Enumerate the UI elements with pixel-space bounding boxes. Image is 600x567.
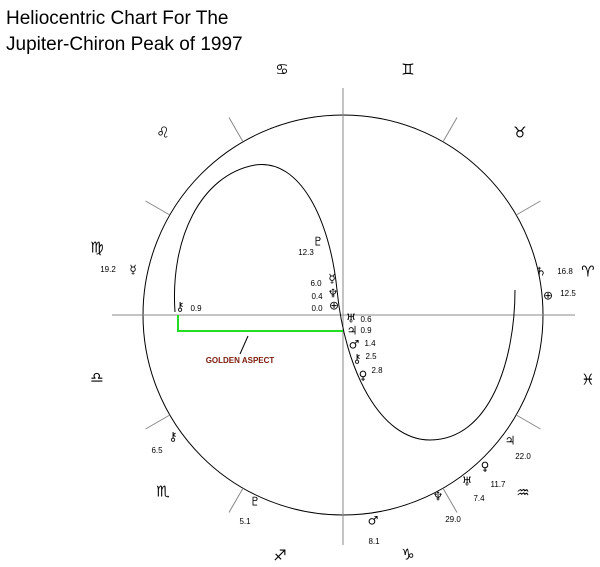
planet-glyph: ⚷: [353, 352, 362, 366]
planet-degree: 0.6: [360, 315, 372, 324]
planet-glyph: ♀: [481, 460, 490, 474]
sign: ♏: [156, 483, 170, 501]
sign: ♑: [401, 546, 414, 564]
planet-degree: 0.9: [190, 304, 202, 313]
planet-glyph: ♇: [250, 495, 261, 509]
spoke: [145, 200, 171, 216]
planet-degree: 5.1: [239, 517, 251, 526]
planet-degree: 12.3: [298, 248, 314, 257]
sign: ♋: [275, 61, 288, 79]
title: Heliocentric Chart For The: [6, 8, 228, 29]
planet-glyph: ♃: [505, 434, 516, 448]
spoke: [442, 117, 458, 143]
planet-glyph: ♂: [368, 514, 379, 528]
planet-glyph: ⚷: [169, 430, 178, 444]
planet-degree: 0.0: [311, 304, 323, 313]
planet-glyph: ⊕: [329, 299, 339, 313]
spoke: [145, 414, 171, 430]
sign: ♓: [581, 371, 594, 389]
planet-degree: 16.8: [557, 267, 573, 276]
planet-degree: 1.4: [364, 339, 376, 348]
aspect-line: [177, 315, 343, 332]
curve: [173, 164, 516, 441]
planet-degree: 11.7: [491, 480, 507, 489]
planet-glyph: ♅: [462, 475, 473, 489]
spoke: [228, 487, 244, 513]
planet-glyph: ♃: [347, 324, 358, 338]
planet-degree: 2.8: [371, 366, 383, 375]
planet-degree: 0.4: [311, 292, 323, 301]
planet-glyph: ☿: [129, 263, 136, 277]
spoke: [442, 487, 458, 513]
spoke: [515, 414, 541, 430]
planet-glyph: ♆: [328, 287, 339, 301]
sign: ♐: [273, 547, 286, 565]
planet-glyph: ♅: [346, 312, 357, 326]
sign: ♈: [581, 263, 594, 281]
planet-degree: 22.0: [515, 452, 531, 461]
planet-glyph: ⊕: [543, 289, 553, 303]
pointer: [239, 335, 249, 355]
sign: ♌: [156, 124, 169, 142]
sign: ♍: [90, 239, 103, 257]
planet-degree: 7.4: [473, 494, 485, 503]
planet-degree: 8.1: [368, 537, 380, 546]
title: Jupiter-Chiron Peak of 1997: [6, 34, 243, 55]
planet-degree: 6.0: [310, 279, 322, 288]
planet-glyph: ☿: [328, 272, 335, 286]
planet-degree: 19.2: [100, 265, 116, 274]
sign: ♎: [90, 369, 103, 387]
planet-glyph: ♂: [349, 338, 360, 352]
sign: ♉: [513, 124, 526, 142]
planet-glyph: ♇: [313, 235, 324, 249]
spoke: [228, 117, 244, 143]
planet-glyph: ♆: [433, 490, 444, 504]
planet-glyph: ♀: [359, 369, 368, 383]
sign: ♒: [516, 484, 529, 502]
planet-degree: 0.9: [360, 326, 372, 335]
planet-degree: 2.5: [365, 352, 377, 361]
planet-glyph: ♄: [536, 265, 547, 279]
spoke: [515, 200, 541, 216]
planet-degree: 29.0: [445, 515, 461, 524]
sign: ♊: [401, 61, 414, 79]
planet-degree: 12.5: [560, 289, 576, 298]
planet-glyph: ⚷: [176, 300, 185, 314]
planet-degree: 6.5: [151, 446, 163, 455]
annotation: GOLDEN ASPECT: [206, 356, 275, 365]
